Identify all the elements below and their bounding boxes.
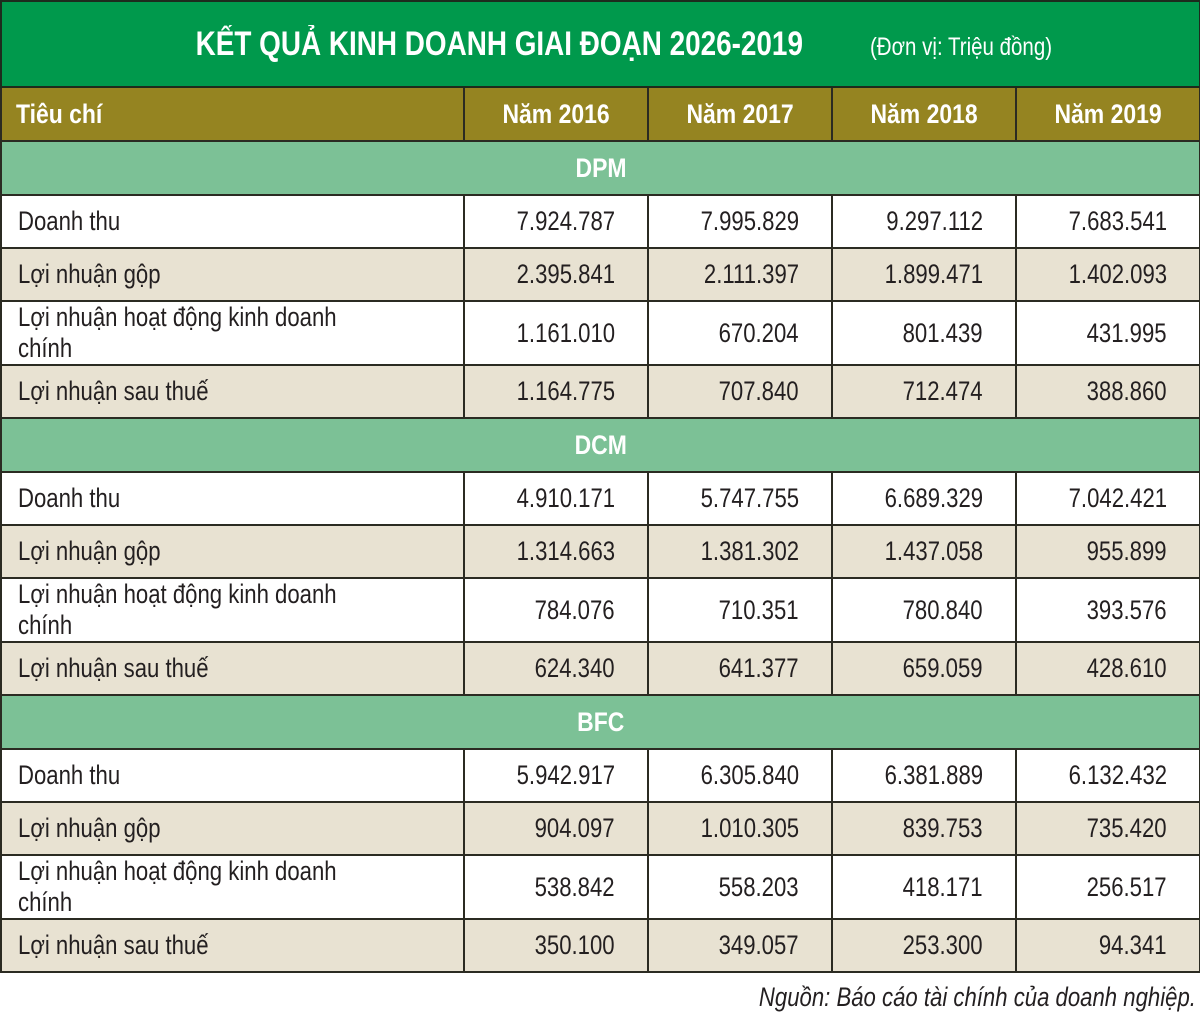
cell-value: 707.840 xyxy=(647,364,833,419)
cell-value: 1.164.775 xyxy=(463,364,649,419)
row-label: Lợi nhuận hoạt động kinh doanh chính xyxy=(0,854,465,920)
cell-value: 428.610 xyxy=(1014,641,1200,696)
section-row-dpm: DPM xyxy=(0,140,1200,196)
cell-value: 349.057 xyxy=(647,918,833,973)
table-row: Lợi nhuận sau thuế 624.340 641.377 659.059 4… xyxy=(0,641,1200,696)
section-row-bfc: BFC xyxy=(0,694,1200,750)
section-row-dcm: DCM xyxy=(0,417,1200,473)
cell-value: 350.100 xyxy=(463,918,649,973)
cell-value: 431.995 xyxy=(1014,300,1200,366)
column-header-2019: Năm 2019 xyxy=(1014,86,1200,142)
cell-value: 7.995.829 xyxy=(647,194,833,249)
cell-value: 6.305.840 xyxy=(647,748,833,803)
table-row: Lợi nhuận sau thuế 1.164.775 707.840 712.47… xyxy=(0,364,1200,419)
cell-value: 7.924.787 xyxy=(463,194,649,249)
cell-value: 641.377 xyxy=(647,641,833,696)
cell-value: 253.300 xyxy=(831,918,1017,973)
cell-value: 670.204 xyxy=(647,300,833,366)
cell-value: 6.381.889 xyxy=(831,748,1017,803)
table-row: Doanh thu 4.910.171 5.747.755 6.689.329 7.04… xyxy=(0,471,1200,526)
table-title: KẾT QUẢ KINH DOANH GIAI ĐOẠN 2026-2019 (… xyxy=(0,0,1200,88)
column-header-2017: Năm 2017 xyxy=(647,86,833,142)
cell-value: 659.059 xyxy=(831,641,1017,696)
cell-value: 624.340 xyxy=(463,641,649,696)
table-row: Lợi nhuận gộp 2.395.841 2.111.397 1.899.471… xyxy=(0,247,1200,302)
cell-value: 1.161.010 xyxy=(463,300,649,366)
cell-value: 7.042.421 xyxy=(1014,471,1200,526)
section-title: DCM xyxy=(0,417,1200,473)
cell-value: 7.683.541 xyxy=(1014,194,1200,249)
cell-value: 5.942.917 xyxy=(463,748,649,803)
cell-value: 4.910.171 xyxy=(463,471,649,526)
cell-value: 1.402.093 xyxy=(1014,247,1200,302)
row-label: Lợi nhuận hoạt động kinh doanh chính xyxy=(0,300,465,366)
cell-value: 839.753 xyxy=(831,801,1017,856)
cell-value: 6.132.432 xyxy=(1014,748,1200,803)
row-label: Lợi nhuận gộp xyxy=(0,801,465,856)
cell-value: 1.314.663 xyxy=(463,524,649,579)
table-row: Doanh thu 7.924.787 7.995.829 9.297.112 7.68… xyxy=(0,194,1200,249)
title-main: KẾT QUẢ KINH DOANH GIAI ĐOẠN 2026-2019 xyxy=(195,24,803,63)
title-unit: (Đơn vị: Triệu đồng) xyxy=(869,32,1053,61)
cell-value: 388.860 xyxy=(1014,364,1200,419)
table-row: Lợi nhuận gộp 904.097 1.010.305 839.753 735.… xyxy=(0,801,1200,856)
cell-value: 904.097 xyxy=(463,801,649,856)
cell-value: 393.576 xyxy=(1014,577,1200,643)
cell-value: 801.439 xyxy=(831,300,1017,366)
cell-value: 784.076 xyxy=(463,577,649,643)
table-row: Lợi nhuận hoạt động kinh doanh chính 784.… xyxy=(0,577,1200,643)
cell-value: 9.297.112 xyxy=(831,194,1017,249)
section-title: DPM xyxy=(0,140,1200,196)
cell-value: 558.203 xyxy=(647,854,833,920)
cell-value: 712.474 xyxy=(831,364,1017,419)
column-header-2016: Năm 2016 xyxy=(463,86,649,142)
cell-value: 955.899 xyxy=(1014,524,1200,579)
cell-value: 2.395.841 xyxy=(463,247,649,302)
cell-value: 735.420 xyxy=(1014,801,1200,856)
business-results-table: KẾT QUẢ KINH DOANH GIAI ĐOẠN 2026-2019 (… xyxy=(0,0,1200,973)
table-row: Doanh thu 5.942.917 6.305.840 6.381.889 6.13… xyxy=(0,748,1200,803)
cell-value: 5.747.755 xyxy=(647,471,833,526)
column-header-2018: Năm 2018 xyxy=(831,86,1017,142)
column-header-criteria: Tiêu chí xyxy=(0,86,465,142)
row-label: Doanh thu xyxy=(0,471,465,526)
row-label: Doanh thu xyxy=(0,748,465,803)
cell-value: 710.351 xyxy=(647,577,833,643)
column-header-row: Tiêu chí Năm 2016 Năm 2017 Năm 2018 Năm … xyxy=(0,86,1200,142)
cell-value: 1.437.058 xyxy=(831,524,1017,579)
row-label: Lợi nhuận gộp xyxy=(0,524,465,579)
cell-value: 780.840 xyxy=(831,577,1017,643)
cell-value: 538.842 xyxy=(463,854,649,920)
source-note: Nguồn: Báo cáo tài chính của doanh nghiệ… xyxy=(759,982,1196,1012)
row-label: Lợi nhuận sau thuế xyxy=(0,918,465,973)
section-title: BFC xyxy=(0,694,1200,750)
row-label: Doanh thu xyxy=(0,194,465,249)
row-label: Lợi nhuận hoạt động kinh doanh chính xyxy=(0,577,465,643)
cell-value: 256.517 xyxy=(1014,854,1200,920)
cell-value: 1.010.305 xyxy=(647,801,833,856)
cell-value: 1.381.302 xyxy=(647,524,833,579)
table-row: Lợi nhuận sau thuế 350.100 349.057 253.300 9… xyxy=(0,918,1200,973)
cell-value: 2.111.397 xyxy=(647,247,833,302)
table-row: Lợi nhuận hoạt động kinh doanh chính 1.16… xyxy=(0,300,1200,366)
table-row: Lợi nhuận hoạt động kinh doanh chính 538.… xyxy=(0,854,1200,920)
cell-value: 6.689.329 xyxy=(831,471,1017,526)
cell-value: 418.171 xyxy=(831,854,1017,920)
cell-value: 1.899.471 xyxy=(831,247,1017,302)
row-label: Lợi nhuận sau thuế xyxy=(0,364,465,419)
row-label: Lợi nhuận gộp xyxy=(0,247,465,302)
row-label: Lợi nhuận sau thuế xyxy=(0,641,465,696)
cell-value: 94.341 xyxy=(1014,918,1200,973)
table-row: Lợi nhuận gộp 1.314.663 1.381.302 1.437.058… xyxy=(0,524,1200,579)
